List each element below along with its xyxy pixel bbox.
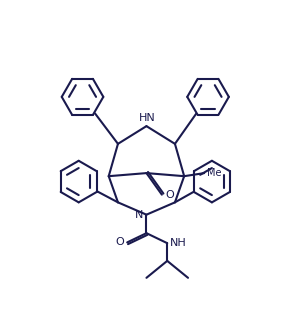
Text: O: O xyxy=(165,190,174,200)
Text: HN: HN xyxy=(139,113,156,123)
Text: N: N xyxy=(135,210,143,220)
Text: Me: Me xyxy=(207,168,221,178)
Text: NH: NH xyxy=(170,238,187,248)
Text: O: O xyxy=(115,237,124,247)
